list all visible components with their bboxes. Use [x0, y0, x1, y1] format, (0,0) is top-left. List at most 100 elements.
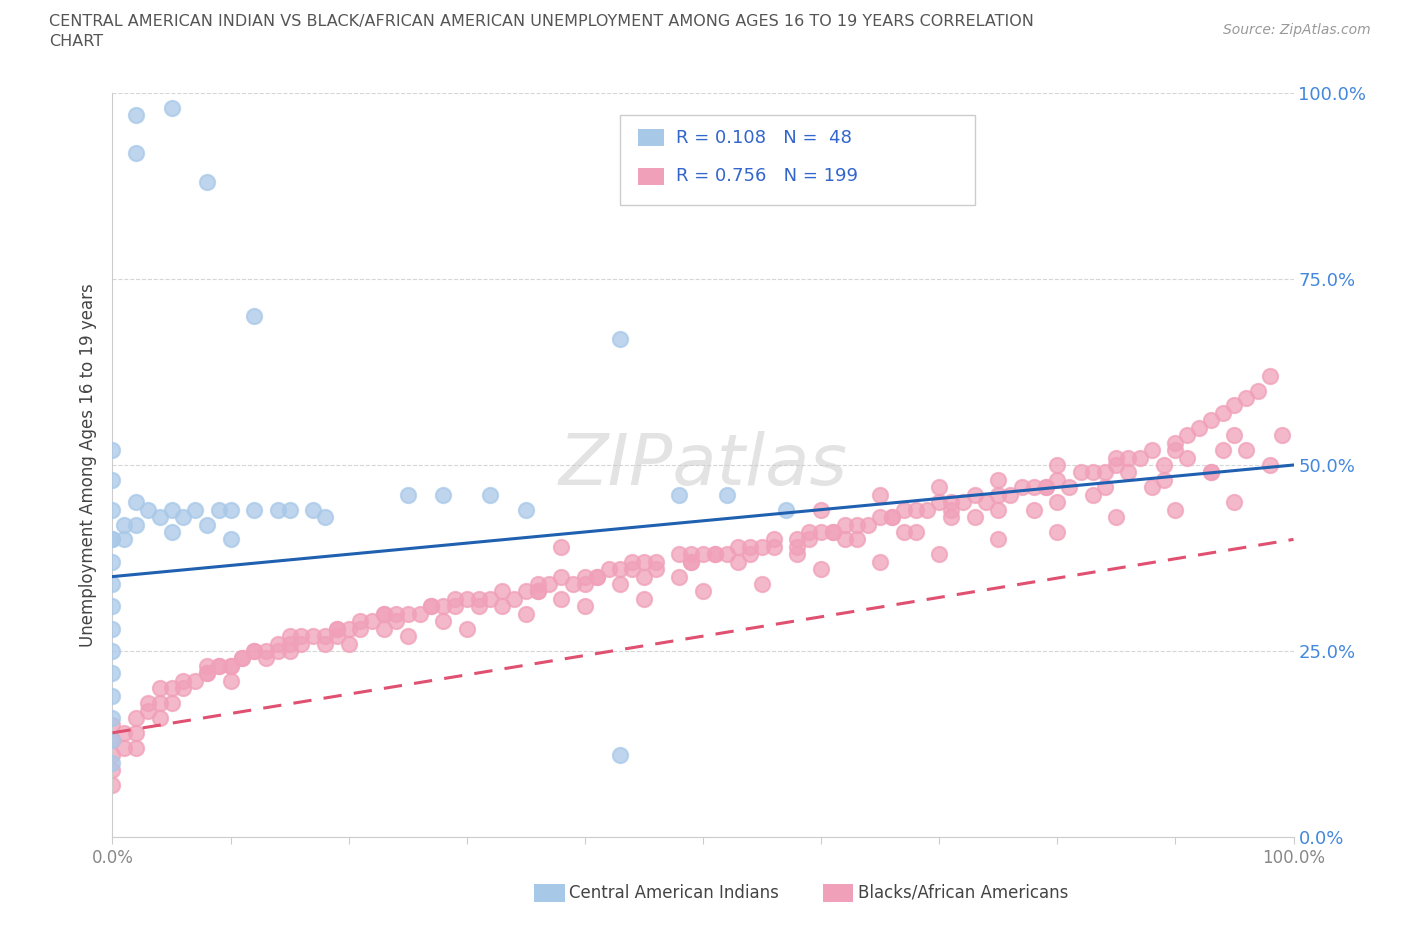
Point: [267, 636, 290, 651]
Point: [101, 733, 124, 748]
Point: [479, 591, 502, 606]
Point: [515, 606, 537, 621]
Point: [491, 599, 513, 614]
Point: [834, 532, 856, 547]
Point: [893, 502, 915, 517]
Point: [160, 681, 183, 696]
Point: [939, 495, 962, 510]
Point: [869, 487, 891, 502]
Point: [160, 502, 183, 517]
Point: [208, 658, 231, 673]
Point: [195, 175, 218, 190]
Point: [644, 554, 666, 569]
Point: [385, 614, 408, 629]
Point: [633, 554, 655, 569]
Point: [1199, 465, 1222, 480]
Point: [432, 614, 454, 629]
Point: [1140, 480, 1163, 495]
Point: [278, 629, 301, 644]
Point: [1094, 480, 1116, 495]
Point: [184, 502, 207, 517]
Point: [762, 532, 785, 547]
Point: [195, 666, 218, 681]
Point: [479, 487, 502, 502]
Point: [834, 517, 856, 532]
Point: [408, 606, 430, 621]
Point: [101, 532, 124, 547]
Point: [880, 510, 903, 525]
Point: [101, 763, 124, 777]
Point: [740, 547, 762, 562]
Point: [821, 525, 844, 539]
Point: [219, 658, 242, 673]
Point: [550, 569, 572, 584]
Point: [963, 487, 986, 502]
Point: [136, 703, 159, 718]
Point: [101, 443, 124, 458]
Point: [101, 502, 124, 517]
Point: [1070, 465, 1092, 480]
Point: [1140, 443, 1163, 458]
Point: [420, 599, 443, 614]
Point: [101, 599, 124, 614]
Point: [101, 733, 124, 748]
Point: [314, 510, 336, 525]
Point: [101, 621, 124, 636]
Point: [585, 569, 607, 584]
Point: [195, 517, 218, 532]
Point: [786, 547, 808, 562]
Point: [101, 644, 124, 658]
Point: [1116, 450, 1139, 465]
Point: [1164, 435, 1187, 450]
Point: [976, 495, 998, 510]
Text: R = 0.108   N =  48: R = 0.108 N = 48: [676, 128, 852, 147]
Point: [799, 525, 821, 539]
Bar: [620, 115, 974, 205]
Point: [231, 651, 253, 666]
Point: [751, 539, 773, 554]
Point: [149, 510, 172, 525]
Point: [172, 673, 194, 688]
Point: [101, 532, 124, 547]
Point: [668, 547, 690, 562]
Point: [1129, 450, 1152, 465]
Text: R = 0.756   N = 199: R = 0.756 N = 199: [676, 167, 858, 185]
Point: [515, 584, 537, 599]
Point: [1081, 487, 1104, 502]
Point: [574, 577, 596, 591]
Point: [373, 606, 395, 621]
Point: [243, 309, 266, 324]
Point: [681, 554, 703, 569]
Point: [208, 502, 231, 517]
Point: [644, 562, 666, 577]
Point: [1271, 428, 1294, 443]
Point: [373, 606, 395, 621]
Point: [314, 636, 336, 651]
Point: [668, 487, 690, 502]
Point: [751, 577, 773, 591]
Point: [681, 554, 703, 569]
Point: [1153, 458, 1175, 472]
Point: [337, 621, 360, 636]
Point: [1035, 480, 1057, 495]
Point: [160, 696, 183, 711]
Point: [125, 517, 148, 532]
Point: [1046, 495, 1069, 510]
Point: [503, 591, 526, 606]
Text: Source: ZipAtlas.com: Source: ZipAtlas.com: [1223, 23, 1371, 37]
Point: [1199, 465, 1222, 480]
Point: [869, 554, 891, 569]
Point: [149, 681, 172, 696]
Point: [609, 577, 631, 591]
Point: [267, 644, 290, 658]
Point: [125, 711, 148, 725]
Point: [302, 502, 325, 517]
Point: [893, 525, 915, 539]
Point: [526, 584, 548, 599]
Point: [1234, 391, 1257, 405]
Point: [703, 547, 725, 562]
Point: [396, 629, 419, 644]
Point: [904, 502, 927, 517]
Point: [821, 525, 844, 539]
Point: [243, 644, 266, 658]
